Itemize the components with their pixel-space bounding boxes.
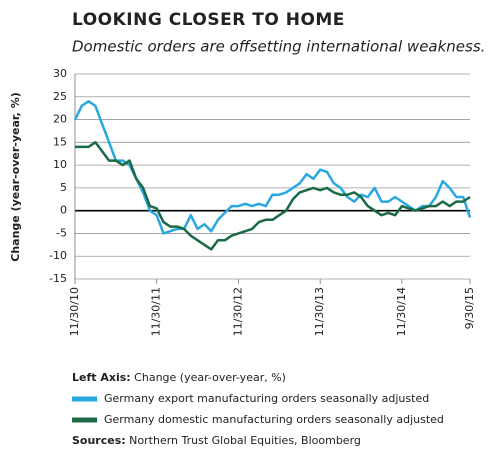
y-tick-label: -5 <box>56 226 67 239</box>
chart-subtitle: Domestic orders are offsetting internati… <box>72 38 485 56</box>
y-tick-label: 15 <box>53 135 67 148</box>
x-tick-label: 11/30/13 <box>313 287 326 336</box>
y-tick-label: -15 <box>49 272 67 285</box>
y-tick-label: 30 <box>53 67 67 80</box>
data-line <box>73 100 472 235</box>
x-tick-label: 11/30/11 <box>150 287 163 336</box>
legend-label: Germany domestic manufacturing orders se… <box>104 413 444 426</box>
source: Sources: Northern Trust Global Equities,… <box>72 434 361 447</box>
note-text: Change (year-over-year, %) <box>134 371 286 384</box>
x-tick-label: 9/30/15 <box>463 287 476 329</box>
note-label: Left Axis: <box>72 371 131 384</box>
y-tick-label: -10 <box>49 249 67 262</box>
y-tick-label: 10 <box>53 158 67 171</box>
data-line <box>75 141 471 251</box>
x-tick-label: 11/30/12 <box>231 287 244 336</box>
y-tick-label: 25 <box>53 90 67 103</box>
y-tick-label: 20 <box>53 113 67 126</box>
source-text: Northern Trust Global Equities, Bloomber… <box>129 434 361 447</box>
x-tick-label: 11/30/14 <box>395 287 408 336</box>
source-label: Sources: <box>72 434 126 447</box>
y-tick-label: 0 <box>60 204 67 217</box>
chart-title: LOOKING CLOSER TO HOME <box>72 10 345 30</box>
y-axis-label: Change (year-over-year, %) <box>9 92 22 262</box>
y-tick-label: 5 <box>60 181 67 194</box>
note: Left Axis: Change (year-over-year, %) <box>72 371 286 384</box>
legend-label: Germany export manufacturing orders seas… <box>104 392 429 405</box>
x-tick-label: 11/30/10 <box>68 287 81 336</box>
